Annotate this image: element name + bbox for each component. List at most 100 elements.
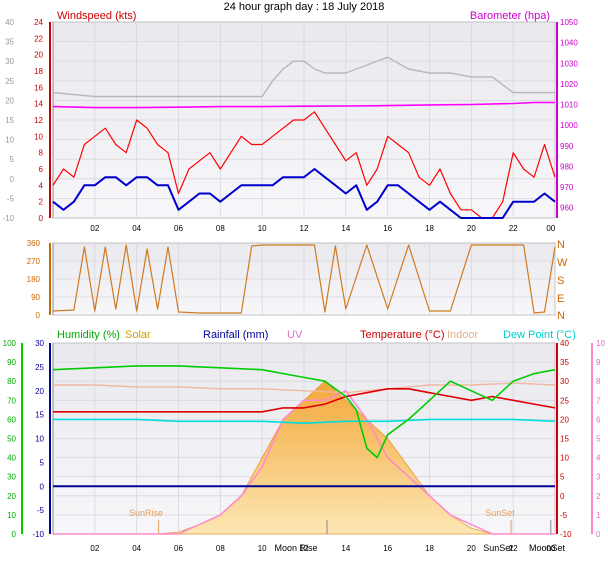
barometer-line: [52, 101, 555, 109]
wind-outer-tick-label: 5: [10, 155, 15, 164]
wind-outer-tick-label: 25: [5, 77, 14, 86]
temperature-tick-label: 20: [560, 415, 569, 424]
rain-tick-label: 20: [35, 387, 44, 396]
x-tick-label-top: 22: [509, 224, 518, 233]
wind-inner-tick-label: 18: [34, 67, 43, 76]
dir-label-s: S: [557, 275, 564, 287]
x-tick-label-bottom: 00: [546, 544, 555, 553]
barometer-tick-label: 1000: [560, 121, 578, 130]
humidity-tick-label: 30: [7, 473, 16, 482]
uv-tick-label: 4: [596, 454, 601, 463]
wind-outer-tick-label: -10: [2, 214, 14, 223]
dir-label-n-bottom: N: [557, 310, 565, 322]
direction-tick-label: 0: [36, 311, 41, 320]
x-tick-label-bottom: 16: [383, 544, 392, 553]
temperature-tick-label: 0: [560, 492, 565, 501]
wind-outer-tick-label: -5: [7, 194, 15, 203]
temperature-line: [53, 387, 556, 413]
x-tick-label-bottom: 22: [509, 544, 518, 553]
rain-tick-label: 15: [35, 411, 44, 420]
wind-direction-line: [52, 244, 556, 314]
windspeed-axis-label: Windspeed (kts): [57, 10, 136, 22]
x-tick-label-bottom: 08: [216, 544, 225, 553]
temperature-tick-label: 15: [560, 435, 569, 444]
sunrise-label: SunRise: [129, 508, 163, 518]
wind-outer-tick-label: 30: [5, 57, 14, 66]
humidity-tick-label: 70: [7, 396, 16, 405]
wind-inner-tick-label: 24: [34, 18, 43, 27]
wind-outer-tick-label: 0: [10, 175, 15, 184]
x-tick-label-bottom: 18: [425, 544, 434, 553]
barometer-tick-label: 970: [560, 183, 574, 192]
uv-tick-label: 5: [596, 435, 601, 444]
x-tick-label-top: 14: [341, 224, 350, 233]
humidity-tick-label: 100: [3, 339, 17, 348]
humidity-tick-label: 60: [7, 415, 16, 424]
grey-trace-line: [52, 56, 555, 98]
x-tick-label-top: 08: [216, 224, 225, 233]
x-tick-label-bottom: 10: [258, 544, 267, 553]
legend-uv: UV: [287, 329, 303, 341]
uv-tick-label: 6: [596, 415, 601, 424]
rain-tick-label: 0: [40, 482, 45, 491]
direction-tick-label: 360: [27, 239, 41, 248]
uv-tick-label: 3: [596, 473, 601, 482]
dir-label-w: W: [557, 257, 568, 269]
temperature-tick-label: 5: [560, 473, 565, 482]
barometer-tick-label: 960: [560, 204, 574, 213]
uv-line: [53, 390, 555, 535]
humidity-tick-label: 90: [7, 358, 16, 367]
x-tick-label-bottom: 02: [90, 544, 99, 553]
wind-inner-tick-label: 8: [39, 149, 44, 158]
wind-inner-tick-label: 16: [34, 83, 43, 92]
x-tick-label-top: 04: [132, 224, 141, 233]
temperature-tick-label: 40: [560, 339, 569, 348]
wind-inner-tick-label: 2: [39, 198, 44, 207]
humidity-tick-label: 40: [7, 454, 16, 463]
barometer-tick-label: 1010: [560, 101, 578, 110]
uv-tick-label: 8: [596, 377, 601, 386]
rain-tick-label: 5: [40, 458, 45, 467]
temperature-tick-label: 10: [560, 454, 569, 463]
wind-inner-tick-label: 6: [39, 165, 44, 174]
wind-outer-tick-label: 10: [5, 136, 14, 145]
direction-tick-label: 180: [27, 275, 41, 284]
barometer-tick-label: 1020: [560, 80, 578, 89]
barometer-tick-label: 1050: [560, 18, 578, 27]
x-tick-label-top: 16: [383, 224, 392, 233]
wind-gust-line: [52, 111, 556, 219]
x-tick-label-top: 10: [258, 224, 267, 233]
x-tick-label-top: 18: [425, 224, 434, 233]
uv-tick-label: 9: [596, 358, 601, 367]
uv-tick-label: 7: [596, 396, 601, 405]
x-tick-label-top: 20: [467, 224, 476, 233]
chart-title: 24 hour graph day : 18 July 2018: [224, 1, 385, 13]
wind-outer-tick-label: 15: [5, 116, 14, 125]
wind-inner-tick-label: 10: [34, 132, 43, 141]
uv-tick-label: 1: [596, 511, 601, 520]
x-tick-label-bottom: 04: [132, 544, 141, 553]
temperature-tick-label: -5: [560, 511, 568, 520]
wind-inner-tick-label: 20: [34, 51, 43, 60]
humidity-tick-label: 0: [12, 530, 17, 539]
wind-average-line: [52, 168, 556, 219]
rain-tick-label: 10: [35, 435, 44, 444]
wind-outer-tick-label: 40: [5, 18, 14, 27]
legend-temperature: Temperature (°C): [360, 329, 444, 341]
x-tick-label-top: 12: [300, 224, 309, 233]
moonset-label: MoonSet: [529, 543, 566, 553]
temperature-tick-label: 35: [560, 358, 569, 367]
temperature-tick-label: 25: [560, 396, 569, 405]
humidity-tick-label: 20: [7, 492, 16, 501]
barometer-tick-label: 1040: [560, 39, 578, 48]
dir-label-e: E: [557, 293, 564, 305]
direction-tick-label: 90: [31, 293, 40, 302]
x-tick-label-top: 00: [546, 224, 555, 233]
legend-solar: Solar: [125, 329, 151, 341]
wind-inner-tick-label: 12: [34, 116, 43, 125]
x-tick-label-top: 06: [174, 224, 183, 233]
rain-tick-label: -5: [37, 506, 45, 515]
humidity-tick-label: 10: [7, 511, 16, 520]
